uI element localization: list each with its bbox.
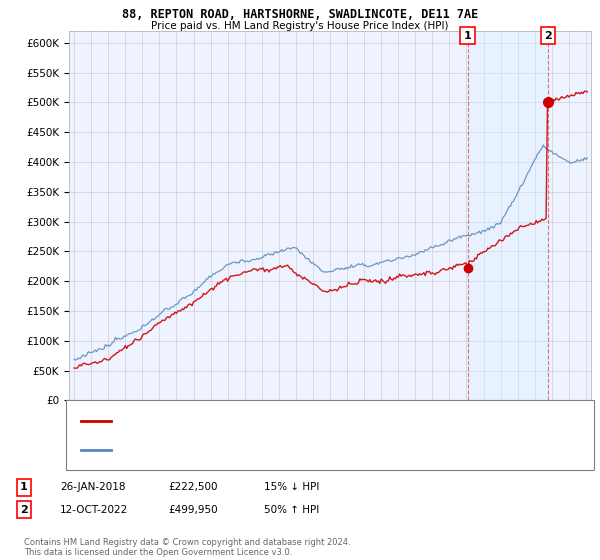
Text: 88, REPTON ROAD, HARTSHORNE, SWADLINCOTE, DE11 7AE (detached house): 88, REPTON ROAD, HARTSHORNE, SWADLINCOTE… (117, 416, 502, 426)
Text: Price paid vs. HM Land Registry's House Price Index (HPI): Price paid vs. HM Land Registry's House … (151, 21, 449, 31)
Text: 15% ↓ HPI: 15% ↓ HPI (264, 482, 319, 492)
Text: 88, REPTON ROAD, HARTSHORNE, SWADLINCOTE, DE11 7AE: 88, REPTON ROAD, HARTSHORNE, SWADLINCOTE… (122, 8, 478, 21)
Bar (467, 31, 548, 400)
Text: 1: 1 (464, 31, 472, 41)
Text: £222,500: £222,500 (168, 482, 218, 492)
Text: HPI: Average price, detached house, South Derbyshire: HPI: Average price, detached house, Sout… (117, 445, 383, 455)
Text: 12-OCT-2022: 12-OCT-2022 (60, 505, 128, 515)
Text: 26-JAN-2018: 26-JAN-2018 (60, 482, 125, 492)
Text: 2: 2 (544, 31, 552, 41)
Text: 1: 1 (20, 482, 28, 492)
Text: Contains HM Land Registry data © Crown copyright and database right 2024.
This d: Contains HM Land Registry data © Crown c… (24, 538, 350, 557)
Text: 50% ↑ HPI: 50% ↑ HPI (264, 505, 319, 515)
Text: £499,950: £499,950 (168, 505, 218, 515)
Text: 2: 2 (20, 505, 28, 515)
